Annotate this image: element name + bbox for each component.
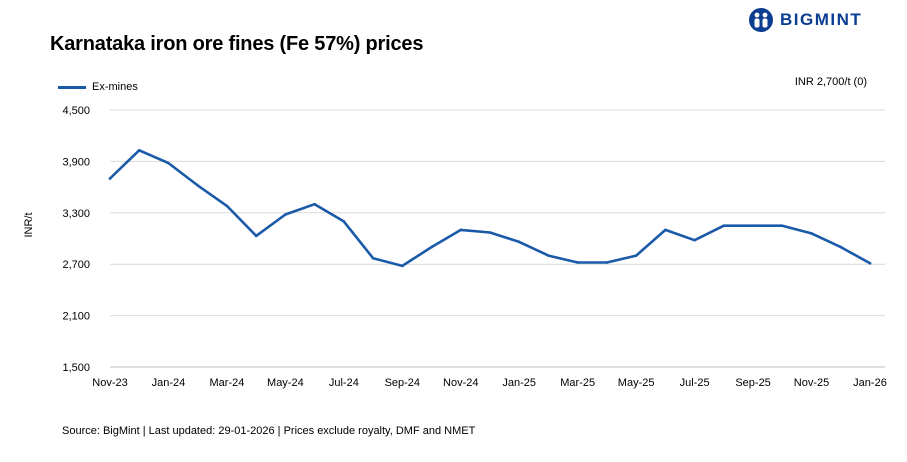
data-point — [137, 148, 141, 152]
x-tick-label: Jan-26 — [853, 377, 887, 389]
data-point — [722, 224, 726, 227]
data-point — [196, 184, 199, 187]
data-point — [664, 228, 667, 232]
data-point — [547, 254, 550, 257]
y-axis-ticks: 1,500 2,100 2,700 3,300 3,900 4,500 — [62, 105, 90, 374]
x-tick-label: Nov-23 — [92, 377, 127, 389]
x-tick-label: May-25 — [618, 377, 655, 389]
x-tick-label: Mar-25 — [560, 377, 595, 389]
data-point — [576, 261, 579, 264]
data-point — [108, 177, 112, 180]
y-tick-label: 4,500 — [62, 105, 90, 117]
data-point — [634, 254, 638, 257]
x-tick-label: May-24 — [267, 377, 304, 389]
data-point — [430, 245, 433, 249]
data-point — [342, 220, 346, 223]
latest-price-label: INR 2,700/t (0) — [794, 76, 867, 88]
data-point — [839, 245, 843, 249]
data-point — [167, 161, 170, 165]
x-tick-label: Jan-24 — [152, 377, 186, 389]
data-point — [313, 202, 316, 206]
data-point — [254, 234, 258, 238]
y-tick-label: 1,500 — [62, 362, 90, 374]
data-point — [401, 264, 404, 268]
brand-logo: BIGMINT — [748, 6, 862, 34]
x-tick-label: Sep-24 — [385, 377, 420, 389]
legend: Ex-mines — [58, 81, 138, 93]
data-point — [781, 224, 784, 227]
y-tick-label: 2,100 — [62, 311, 90, 323]
legend-swatch-ex-mines — [58, 85, 86, 89]
data-point — [284, 213, 287, 216]
x-tick-label: Nov-24 — [443, 377, 478, 389]
data-point — [693, 238, 696, 242]
grid-lines — [110, 109, 885, 368]
y-tick-label: 2,700 — [62, 259, 90, 271]
data-point — [605, 261, 609, 264]
x-tick-label: Jan-25 — [502, 377, 536, 389]
legend-label-ex-mines: Ex-mines — [92, 81, 138, 93]
data-point — [751, 224, 755, 227]
series-line-ex-mines — [108, 149, 872, 268]
data-point — [225, 204, 229, 208]
x-tick-label: Jul-24 — [329, 377, 359, 389]
chart-title: Karnataka iron ore fines (Fe 57%) prices — [50, 33, 424, 55]
x-axis-ticks: Nov-23 Jan-24 Mar-24 May-24 Jul-24 Sep-24 Nov-… — [92, 377, 887, 389]
data-point — [488, 231, 492, 234]
data-point — [517, 240, 521, 244]
data-point — [371, 256, 375, 260]
brand-name: BIGMINT — [780, 10, 863, 29]
y-tick-label: 3,300 — [62, 208, 90, 220]
bigmint-logo-icon — [749, 8, 773, 32]
x-tick-label: Nov-25 — [794, 377, 829, 389]
y-tick-label: 3,900 — [62, 156, 90, 168]
data-point — [459, 228, 463, 232]
x-tick-label: Jul-25 — [680, 377, 710, 389]
data-point — [810, 232, 813, 235]
data-point — [868, 262, 872, 265]
series-ex-mines — [108, 148, 872, 268]
y-axis-label: INR/t — [23, 212, 35, 237]
source-note: Source: BigMint | Last updated: 29-01-20… — [62, 425, 476, 437]
x-tick-label: Mar-24 — [210, 377, 245, 389]
x-tick-label: Sep-25 — [735, 377, 770, 389]
